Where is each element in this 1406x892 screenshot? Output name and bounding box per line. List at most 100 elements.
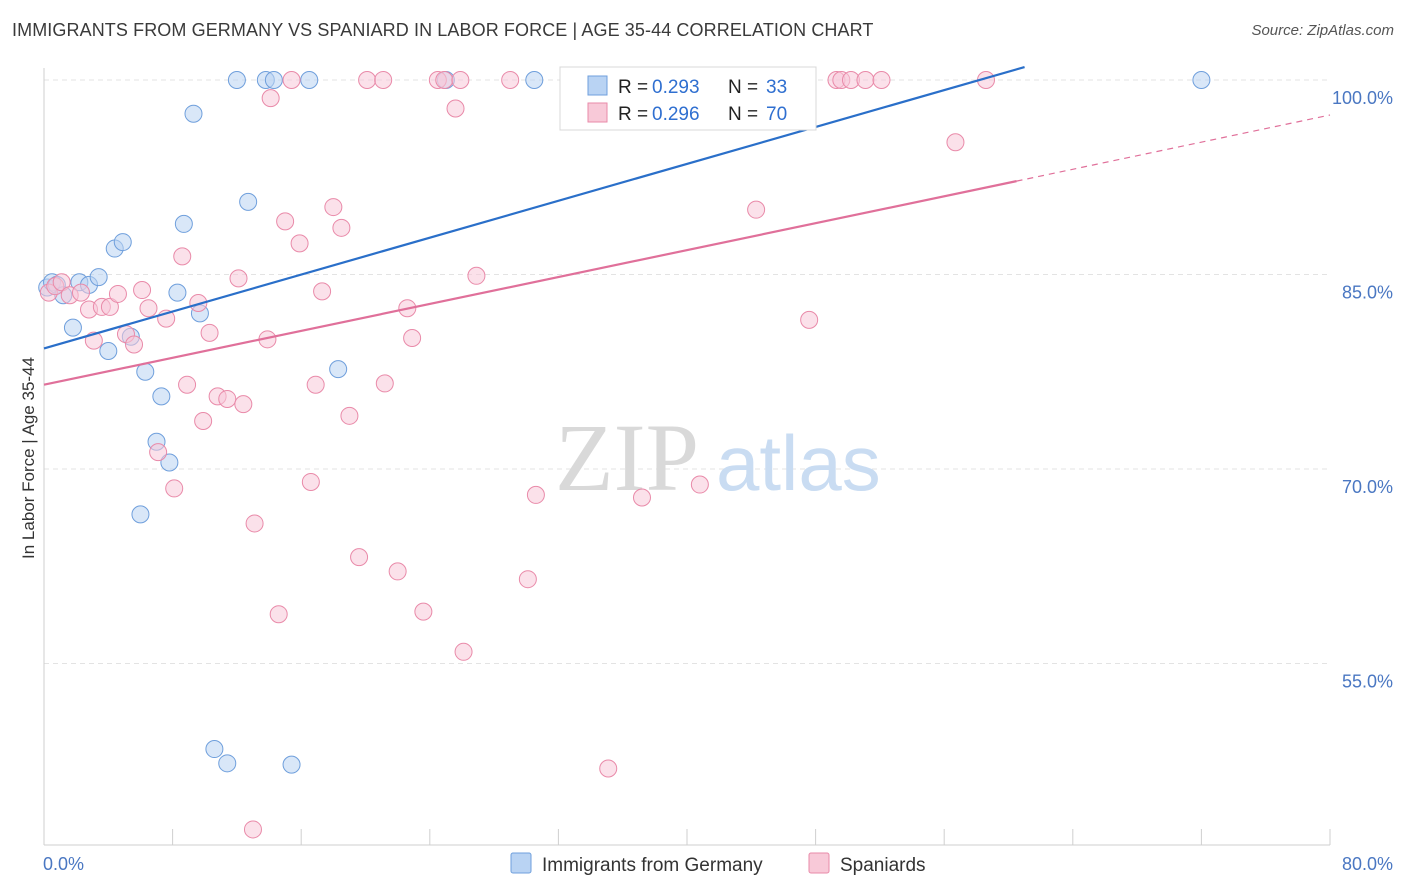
spaniards-point-9 [108,284,127,303]
spaniards-point-67 [872,71,891,89]
spaniards-point-41 [374,71,393,89]
spaniards-point-21 [200,323,219,342]
germany-point-7 [89,268,108,287]
spaniards-point-42 [375,374,394,393]
y-tick-label-1: 85.0% [1342,282,1393,302]
spaniards-point-14 [149,443,168,462]
data-points [38,71,1211,839]
germany-point-22 [218,754,237,773]
spaniards-point-12 [133,281,152,300]
legend-n-label-spaniards: N = [728,104,758,125]
stats-legend: R = 0.293 N = 33 R = 0.296 N = 70 [559,66,817,131]
x-tick-label-0: 0.0% [43,854,84,874]
trend-lines [43,65,1331,386]
legend-r-label-spaniards: R = [618,104,648,125]
x-tick-label-1: 80.0% [1342,854,1393,874]
spaniards-point-62 [800,310,819,329]
germany-point-18 [174,214,193,233]
legend-r-value-germany: 0.293 [652,77,700,98]
spaniards-point-18 [178,375,197,394]
spaniards-point-48 [435,71,454,89]
watermark-zip: ZIP [555,404,699,511]
spaniards-point-40 [358,71,377,89]
spaniards-point-32 [290,234,309,253]
spaniards-point-38 [340,406,359,425]
spaniards-point-13 [139,299,158,318]
germany-point-24 [239,192,258,211]
spaniards-point-57 [632,488,651,507]
spaniards-point-16 [165,479,184,498]
spaniards-point-43 [388,562,407,581]
spaniards-point-8 [100,297,119,316]
spaniards-point-68 [946,133,965,152]
germany-point-29 [329,360,348,379]
spaniards-point-36 [324,198,343,217]
spaniards-point-51 [454,642,473,661]
spaniards-point-35 [313,282,332,301]
series-legend-label-germany: Immigrants from Germany [542,855,763,876]
spaniards-point-39 [350,548,369,567]
spaniards-point-59 [690,475,709,494]
germany-point-26 [264,71,283,89]
germany-point-28 [300,71,319,89]
spaniards-point-49 [446,99,465,118]
spaniards-point-45 [403,329,422,348]
spaniards-point-34 [306,375,325,394]
germany-point-8 [99,341,118,360]
germany-trend-line [43,65,1025,350]
germany-point-32 [1192,71,1211,89]
spaniards-point-17 [173,247,192,266]
spaniards-point-33 [301,472,320,491]
spaniards-point-54 [518,570,537,589]
y-tick-label-0: 100.0% [1332,88,1393,108]
spaniards-trend-line [43,180,1017,386]
chart-source: Source: ZipAtlas.com [1251,22,1394,39]
germany-point-19 [184,104,203,123]
legend-swatch-germany [587,75,608,96]
germany-point-27 [282,755,301,774]
spaniards-point-60 [747,200,766,219]
spaniards-point-30 [276,212,295,231]
grid-lines [44,79,1330,664]
germany-point-10 [113,233,132,252]
legend-r-label-germany: R = [618,77,648,98]
spaniards-point-55 [526,485,545,504]
spaniards-point-66 [856,71,875,89]
y-tick-label-2: 70.0% [1342,477,1393,497]
legend-n-value-germany: 33 [766,77,787,98]
x-axis-ticks [172,829,1331,845]
spaniards-point-56 [599,759,618,778]
germany-point-14 [152,387,171,406]
spaniards-point-11 [125,335,144,354]
germany-point-31 [525,71,544,89]
series-legend-swatch-germany [510,852,532,874]
y-tick-label-3: 55.0% [1342,671,1393,691]
spaniards-point-23 [218,389,237,408]
x-axis-tick-labels: 0.0% 80.0% [43,854,1393,874]
spaniards-point-52 [467,266,486,285]
legend-swatch-spaniards [587,102,608,123]
watermark: ZIP atlas [555,404,881,511]
germany-point-17 [168,283,187,302]
chart-title: IMMIGRANTS FROM GERMANY VS SPANIARD IN L… [12,20,874,40]
watermark-atlas: atlas [716,419,881,507]
spaniards-point-70 [243,820,262,839]
spaniards-point-31 [282,71,301,89]
series-legend-label-spaniards: Spaniards [840,855,926,876]
germany-point-4 [63,318,82,337]
spaniards-trend-extension [1016,114,1331,182]
spaniards-point-37 [332,218,351,237]
spaniards-point-4 [71,283,90,302]
spaniards-point-46 [414,602,433,621]
germany-point-16 [131,505,150,524]
germany-point-21 [205,740,224,759]
spaniards-point-53 [501,71,520,89]
spaniards-point-24 [229,269,248,288]
spaniards-point-25 [234,395,253,414]
legend-n-label-germany: N = [728,77,758,98]
spaniards-point-28 [261,89,280,108]
spaniards-point-20 [194,412,213,431]
y-axis-tick-labels: 100.0% 85.0% 70.0% 55.0% [1332,88,1393,691]
legend-n-value-spaniards: 70 [766,104,787,125]
series-legend: Immigrants from Germany Spaniards [510,852,926,876]
